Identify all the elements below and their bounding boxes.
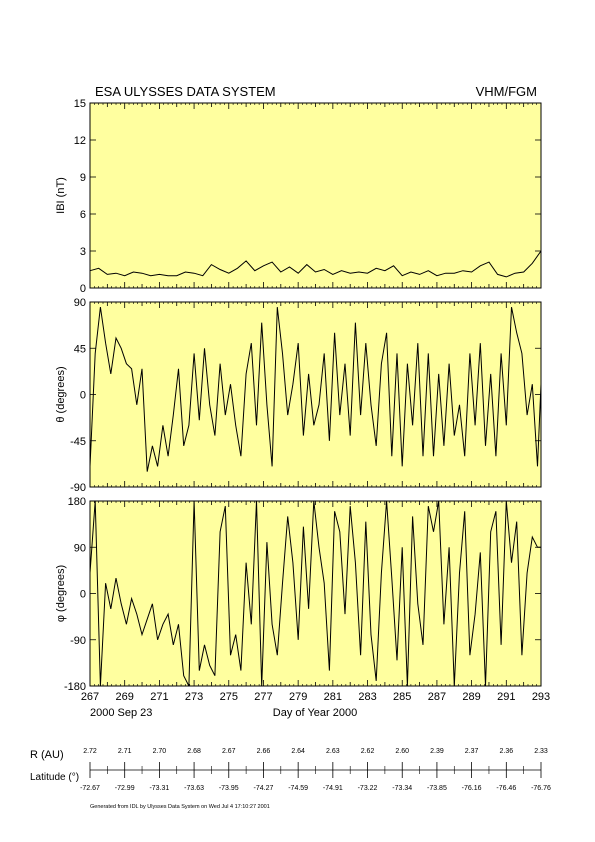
x-tick-label: 279 (289, 691, 307, 703)
y-axis-label: φ (degrees) (55, 565, 67, 622)
y-tick-label: 90 (74, 542, 86, 554)
x-tick-label: 271 (150, 691, 168, 703)
r-au-label: R (AU) (30, 749, 64, 761)
y-tick-label: -90 (70, 482, 86, 494)
y-tick-label: 9 (80, 172, 86, 184)
series-line (89, 307, 542, 472)
r-au-value: 2.72 (83, 748, 97, 755)
x-tick-label: 277 (254, 691, 272, 703)
header-right-title: VHM/FGM (476, 84, 537, 99)
latitude-value: -72.67 (80, 785, 100, 792)
x-tick-label: 293 (532, 691, 550, 703)
y-tick-label: 0 (80, 390, 86, 402)
panels: 0 3 6 9 12 15 IBI (nT) -90 -45 0 45 90 θ (degrees) -1… (55, 98, 550, 703)
x-tick-label: 275 (220, 691, 238, 703)
x-tick-label: 289 (462, 691, 480, 703)
latitude-value: -72.99 (115, 785, 135, 792)
r-au-value: 2.33 (534, 748, 548, 755)
y-tick-label: 90 (74, 297, 86, 309)
r-au-value: 2.64 (291, 748, 305, 755)
r-au-value: 2.66 (257, 748, 271, 755)
r-au-value: 2.60 (395, 748, 409, 755)
series-line (89, 500, 541, 687)
y-tick-label: 0 (80, 283, 86, 295)
x-tick-label: 285 (393, 691, 411, 703)
latitude-value: -76.16 (462, 785, 482, 792)
x-tick-label: 291 (497, 691, 515, 703)
y-axis-label: θ (degrees) (55, 366, 67, 422)
r-au-value: 2.39 (430, 748, 444, 755)
r-au-value: 2.36 (499, 748, 513, 755)
y-tick-label: -45 (70, 436, 86, 448)
r-au-value: 2.37 (465, 748, 479, 755)
x-tick-label: 269 (116, 691, 134, 703)
r-au-value: 2.67 (222, 748, 236, 755)
x-tick-label: 273 (185, 691, 203, 703)
latitude-value: -73.63 (184, 785, 204, 792)
latitude-label: Latitude (°) (30, 772, 79, 783)
y-tick-label: 6 (80, 209, 86, 221)
start-date-label: 2000 Sep 23 (90, 707, 152, 719)
x-tick-label: 287 (428, 691, 446, 703)
y-tick-label: -90 (70, 635, 86, 647)
x-tick-label: 267 (81, 691, 99, 703)
series-line (89, 250, 542, 278)
y-tick-label: 15 (74, 98, 86, 110)
latitude-value: -73.95 (219, 785, 239, 792)
latitude-value: -76.46 (496, 785, 516, 792)
y-tick-label: 45 (74, 343, 86, 355)
y-tick-label: 180 (68, 496, 86, 508)
r-au-value: 2.70 (153, 748, 167, 755)
y-tick-label: 12 (74, 135, 86, 147)
latitude-value: -73.22 (358, 785, 378, 792)
x-axis-label: Day of Year 2000 (273, 707, 357, 719)
y-tick-label: -180 (64, 681, 86, 693)
y-tick-label: 3 (80, 246, 86, 258)
latitude-value: -74.27 (254, 785, 274, 792)
orbit-axis: 2.72 -72.67 2.71 -72.99 2.70 -73.31 2.68 -73.63… (80, 748, 551, 792)
latitude-value: -74.91 (323, 785, 343, 792)
latitude-value: -74.59 (288, 785, 308, 792)
panel-background (89, 500, 542, 687)
r-au-value: 2.71 (118, 748, 132, 755)
y-tick-label: 0 (80, 589, 86, 601)
r-au-value: 2.68 (187, 748, 201, 755)
r-au-value: 2.62 (361, 748, 375, 755)
r-au-value: 2.63 (326, 748, 340, 755)
latitude-value: -73.85 (427, 785, 447, 792)
panel-1: 0 3 6 9 12 15 IBI (nT) (55, 98, 542, 295)
panel-3: -180 -90 0 90 180 φ (degrees) (55, 496, 542, 693)
x-tick-label: 283 (358, 691, 376, 703)
y-axis-label: IBI (nT) (55, 177, 67, 214)
header-left-title: ESA ULYSSES DATA SYSTEM (95, 84, 276, 99)
latitude-value: -73.31 (149, 785, 169, 792)
panel-background (89, 301, 542, 488)
panel-background (89, 102, 542, 289)
panel-2: -90 -45 0 45 90 θ (degrees) (55, 297, 542, 494)
x-tick-label: 281 (324, 691, 342, 703)
latitude-value: -76.76 (531, 785, 551, 792)
generated-footer: Generated from IDL by Ulysses Data Syste… (90, 804, 270, 810)
latitude-value: -73.34 (392, 785, 412, 792)
